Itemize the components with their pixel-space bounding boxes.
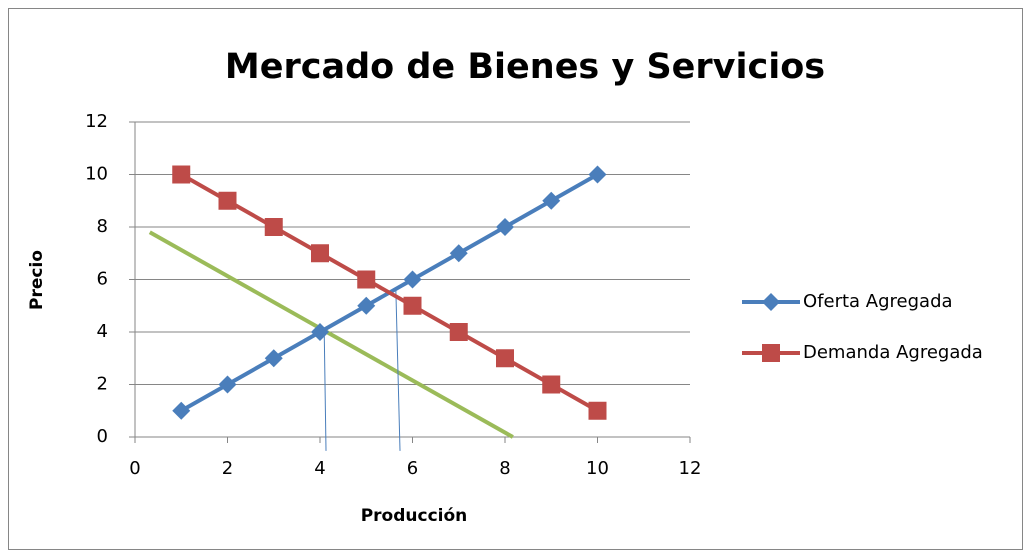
x-tick-label: 4	[314, 458, 325, 479]
marker	[762, 344, 780, 362]
x-tick-label: 2	[222, 458, 233, 479]
marker	[588, 165, 607, 184]
y-tick-label: 0	[97, 426, 108, 447]
x-tick-label: 8	[499, 458, 510, 479]
legend-label: Demanda Agregada	[803, 342, 983, 363]
marker	[218, 191, 237, 210]
marker	[311, 323, 329, 341]
annotation-line	[323, 328, 327, 451]
marker	[542, 375, 561, 394]
x-tick-label: 0	[129, 458, 140, 479]
marker	[542, 191, 561, 210]
marker	[357, 270, 376, 289]
y-axis-label: Precio	[27, 250, 47, 310]
y-tick-label: 12	[85, 111, 108, 132]
marker	[403, 296, 422, 315]
marker	[264, 349, 283, 368]
y-tick-label: 4	[97, 321, 108, 342]
marker	[264, 218, 283, 236]
y-tick-label: 10	[85, 164, 108, 185]
x-axis-label: Producción	[361, 506, 468, 526]
marker	[172, 401, 191, 420]
marker	[449, 323, 468, 341]
marker	[496, 349, 514, 368]
x-tick-label: 12	[679, 458, 702, 479]
x-tick-label: 6	[407, 458, 418, 479]
y-tick-label: 2	[97, 374, 108, 395]
y-tick-label: 8	[97, 216, 108, 237]
marker	[449, 244, 468, 263]
x-tick-label: 10	[586, 458, 609, 479]
marker	[762, 293, 780, 311]
annotation-line	[148, 230, 514, 439]
marker	[588, 401, 607, 420]
marker	[403, 270, 422, 289]
annotation-line	[395, 289, 401, 451]
legend-label: Oferta Agregada	[803, 291, 953, 312]
marker	[172, 165, 191, 184]
marker	[311, 244, 329, 263]
marker	[218, 375, 237, 394]
chart-title: Mercado de Bienes y Servicios	[225, 47, 825, 87]
series-line	[180, 172, 599, 413]
y-tick-label: 6	[97, 269, 108, 290]
marker	[357, 296, 376, 315]
marker	[496, 218, 514, 236]
